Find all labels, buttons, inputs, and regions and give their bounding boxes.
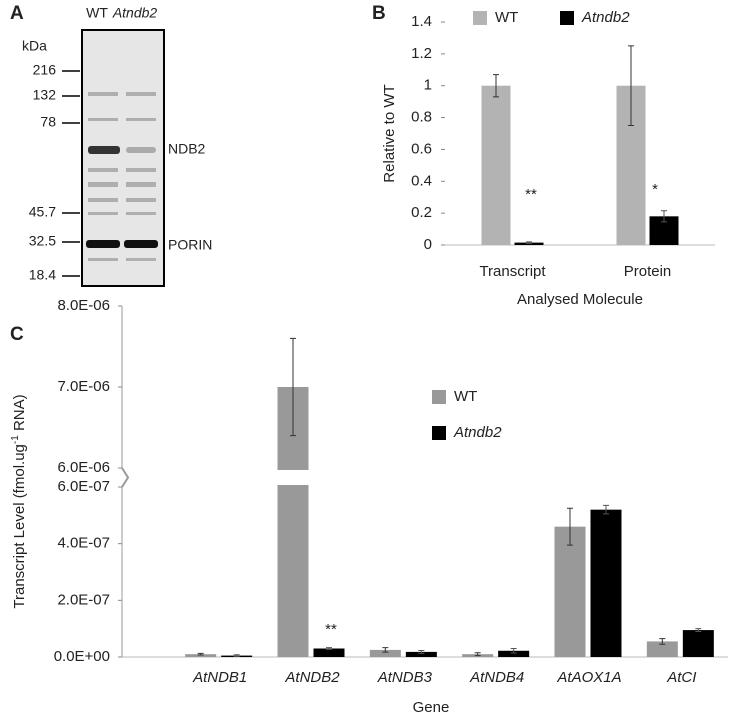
error-bar — [493, 74, 499, 98]
y-tick-label: 0.0E+00 — [54, 648, 110, 665]
error-bar — [526, 241, 532, 244]
panel-label: B — [372, 3, 386, 24]
y-tick-label: 0.4 — [411, 172, 432, 189]
unit-label: kDa — [22, 38, 47, 54]
marker-label: 216 — [33, 62, 57, 78]
x-tick-label: Transcript — [479, 263, 546, 280]
y-tick-label: 0.2 — [411, 204, 432, 221]
legend-swatch — [473, 11, 487, 25]
error-bar — [197, 652, 204, 656]
bar — [646, 641, 678, 657]
error-bar — [659, 638, 666, 645]
legend-label: WT — [454, 388, 477, 405]
bar — [405, 651, 437, 657]
error-bar — [382, 647, 389, 653]
lane-label: WT — [86, 5, 108, 21]
y-axis-label: Relative to WT — [381, 84, 398, 182]
error-bar — [418, 649, 425, 654]
error-bar — [510, 648, 517, 654]
error-bar — [290, 337, 296, 437]
lane-label: Atndb2 — [112, 5, 158, 21]
y-tick-label: 0.6 — [411, 140, 432, 157]
y-axis-label: Transcript Level (fmol.ug-1 RNA) — [10, 394, 28, 608]
legend-swatch — [432, 390, 446, 404]
band-label: NDB2 — [168, 141, 206, 157]
bar — [313, 648, 345, 657]
marker-label: 45.7 — [29, 204, 56, 220]
y-tick-label: 1 — [424, 77, 432, 94]
y-axis-label-suffix: RNA) — [11, 394, 28, 435]
legend-swatch — [432, 426, 446, 440]
x-tick-label: AtAOX1A — [556, 669, 621, 686]
significance-mark: * — [652, 181, 658, 198]
error-bar — [233, 654, 240, 657]
error-bar — [474, 652, 481, 657]
x-tick-label: Protein — [624, 263, 672, 280]
x-axis-label: Analysed Molecule — [517, 291, 643, 308]
y-tick-label: 4.0E-07 — [57, 535, 110, 552]
bar — [185, 654, 217, 657]
legend-label: Atndb2 — [453, 424, 502, 441]
legend-swatch — [560, 11, 574, 25]
y-tick-label: 0 — [424, 236, 432, 253]
panel-label: A — [10, 3, 24, 24]
bar — [682, 630, 714, 657]
error-bar — [661, 210, 667, 223]
x-tick-label: AtNDB3 — [377, 669, 433, 686]
y-tick-label: 0.8 — [411, 109, 432, 126]
x-axis-label: Gene — [413, 699, 450, 716]
blot-markers — [62, 70, 80, 277]
y-tick-label: 2.0E-07 — [57, 591, 110, 608]
y-axis-label-sup: -1 — [10, 435, 21, 444]
y-tick-label: 6.0E-07 — [57, 478, 110, 495]
bar — [498, 650, 530, 657]
significance-mark: ** — [525, 186, 537, 203]
bar — [369, 649, 401, 657]
marker-label: 18.4 — [29, 267, 56, 283]
x-tick-label: AtCI — [666, 669, 696, 686]
y-axis-label-text: Transcript Level (fmol.ug — [11, 444, 28, 609]
error-bar — [326, 647, 332, 650]
axis-break — [121, 467, 130, 488]
y-tick-label: 6.0E-06 — [57, 459, 110, 476]
panel-label: C — [10, 324, 24, 345]
bar — [481, 85, 511, 245]
marker-label: 78 — [40, 114, 56, 130]
x-tick-label: AtNDB1 — [192, 669, 247, 686]
y-tick-label: 7.0E-06 — [57, 378, 110, 395]
blot-image — [81, 29, 165, 287]
error-bar — [628, 45, 634, 127]
legend-label: Atndb2 — [581, 9, 630, 26]
x-tick-label: AtNDB4 — [469, 669, 524, 686]
y-tick-label: 8.0E-06 — [57, 297, 110, 314]
y-tick-label: 1.4 — [411, 13, 432, 30]
x-tick-label: AtNDB2 — [284, 669, 340, 686]
marker-label: 32.5 — [29, 233, 56, 249]
bar — [590, 509, 622, 657]
significance-mark: ** — [325, 621, 337, 638]
legend-label: WT — [495, 9, 518, 26]
error-bar — [603, 504, 609, 515]
bar-break — [276, 470, 310, 485]
error-bar — [695, 628, 702, 632]
y-tick-label: 1.2 — [411, 45, 432, 62]
band-label: PORIN — [168, 237, 212, 253]
bar — [554, 526, 586, 657]
marker-label: 132 — [33, 87, 57, 103]
error-bar — [567, 507, 573, 546]
